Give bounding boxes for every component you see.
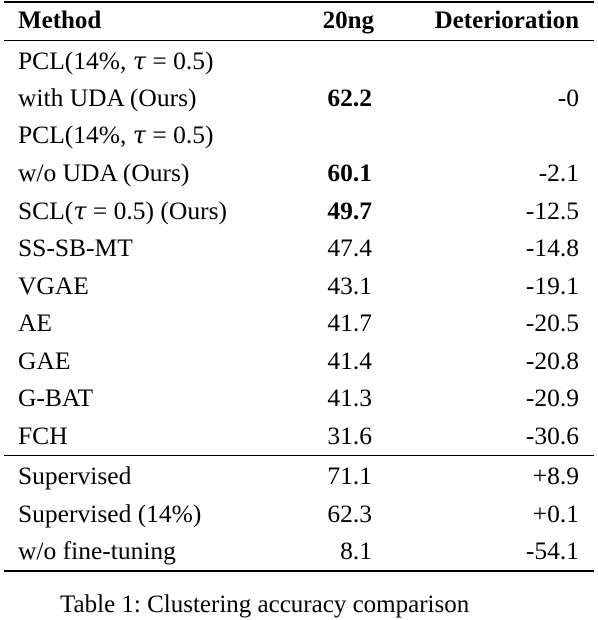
table-row: SCL(τ = 0.5) (Ours) 49.7 -12.5 [4,192,594,229]
row-deterioration: -20.9 [525,383,579,412]
row-method: SCL(τ = 0.5) (Ours) [18,196,227,225]
row-score: 43.1 [327,271,372,300]
table-row: Supervised (14%) 62.3 +0.1 [4,495,594,532]
row-score: 62.2 [327,83,372,112]
table-mid-rule [4,455,594,456]
table-caption: Table 1: Clustering accuracy comparison [60,591,470,618]
table-row: w/o fine-tuning 8.1 -54.1 [4,532,594,569]
row-method: Supervised [18,461,132,490]
row-deterioration: -20.5 [525,308,579,337]
row-method: with UDA (Ours) [18,83,197,112]
row-deterioration: +0.1 [532,499,579,528]
table-row: G-BAT 41.3 -20.9 [4,379,594,416]
table-top-rule [4,1,594,3]
table-header-rule [4,40,594,41]
row-score: 8.1 [340,536,372,565]
table-row: w/o UDA (Ours) 60.1 -2.1 [4,154,594,191]
row-deterioration: -54.1 [525,536,579,565]
row-score: 49.7 [327,196,372,225]
row-deterioration: -20.8 [525,346,579,375]
table-row: VGAE 43.1 -19.1 [4,267,594,304]
row-score: 62.3 [327,499,372,528]
row-score: 60.1 [327,158,372,187]
row-deterioration: -12.5 [525,196,579,225]
row-method: w/o fine-tuning [18,536,176,565]
table-row: FCH 31.6 -30.6 [4,417,594,454]
header-method: Method [18,7,102,34]
row-score: 41.3 [327,383,372,412]
header-20ng: 20ng [322,7,374,34]
table-row: AE 41.7 -20.5 [4,304,594,341]
row-deterioration: -2.1 [538,158,579,187]
row-method: Supervised (14%) [18,499,202,528]
row-method: SS-SB-MT [18,233,133,262]
row-method: FCH [18,421,68,450]
table-header-row: Method 20ng Deterioration [4,2,594,39]
row-method: AE [18,308,52,337]
row-score: 71.1 [327,461,372,490]
row-deterioration: -0 [557,83,579,112]
row-deterioration: +8.9 [532,461,579,490]
table-row: PCL(14%, τ = 0.5) [4,116,594,153]
table-row: PCL(14%, τ = 0.5) [4,42,594,79]
row-score: 47.4 [327,233,372,262]
table-row: with UDA (Ours) 62.2 -0 [4,79,594,116]
row-method: GAE [18,346,71,375]
row-method: PCL(14%, τ = 0.5) [18,46,214,75]
table-row: Supervised 71.1 +8.9 [4,457,594,494]
row-method: w/o UDA (Ours) [18,158,190,187]
table-bottom-rule [4,570,594,572]
row-deterioration: -30.6 [525,421,579,450]
row-deterioration: -19.1 [525,271,579,300]
header-deterioration: Deterioration [434,7,579,34]
row-score: 41.7 [327,308,372,337]
table-row: SS-SB-MT 47.4 -14.8 [4,229,594,266]
row-method: PCL(14%, τ = 0.5) [18,120,214,149]
row-score: 41.4 [327,346,372,375]
row-method: G-BAT [18,383,94,412]
row-score: 31.6 [327,421,372,450]
table-row: GAE 41.4 -20.8 [4,342,594,379]
row-deterioration: -14.8 [525,233,579,262]
row-method: VGAE [18,271,89,300]
